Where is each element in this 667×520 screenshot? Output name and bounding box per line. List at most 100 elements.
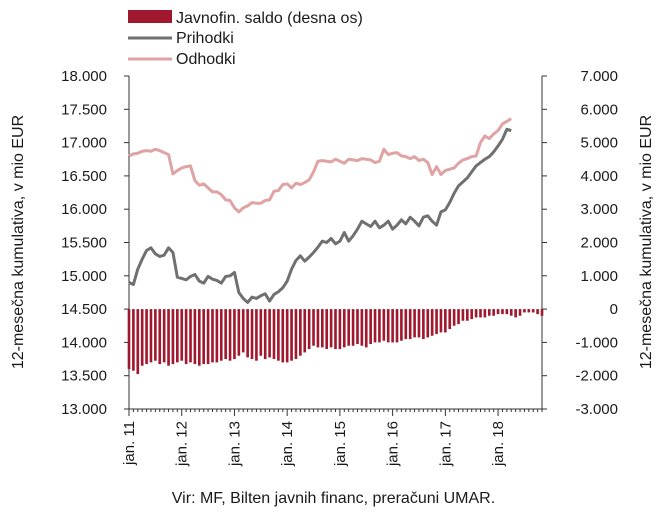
left-tick-label: 16.000 <box>61 201 107 218</box>
saldo-bar <box>527 309 531 313</box>
saldo-bar <box>193 309 197 365</box>
saldo-bar <box>536 309 539 315</box>
right-tick-label: 4.000 <box>580 168 618 185</box>
x-tick-label: jan. 15 <box>332 421 349 467</box>
saldo-bar <box>417 309 421 338</box>
saldo-bar <box>233 309 236 360</box>
saldo-bar <box>329 309 333 348</box>
left-tick-label: 18.000 <box>61 68 107 85</box>
saldo-bar <box>435 309 438 335</box>
right-axis: -3.000 -2.000 -1.000 0 1.000 2.000 3.000 4.000 5… <box>541 68 618 418</box>
saldo-bar <box>461 309 465 321</box>
legend-swatch-saldo <box>128 10 172 23</box>
saldo-bar <box>321 309 324 348</box>
saldo-bar <box>334 309 337 350</box>
line-series <box>128 117 513 304</box>
saldo-bar <box>237 309 241 356</box>
left-tick-label: 17.500 <box>61 101 107 118</box>
saldo-bar <box>294 309 298 360</box>
saldo-bar <box>523 309 526 313</box>
saldo-bar <box>501 309 504 315</box>
legend: Javnofin. saldo (desna os) Prihodki Odho… <box>128 10 363 68</box>
saldo-bar <box>167 309 170 366</box>
left-axis: 13.000 13.500 14.000 14.500 15.000 15.500 16.0… <box>61 68 130 418</box>
left-tick-label: 17.000 <box>61 135 107 152</box>
saldo-bar <box>378 309 381 343</box>
saldo-bar <box>356 309 359 345</box>
saldo-bar <box>180 309 184 361</box>
right-tick-label: 3.000 <box>580 201 618 218</box>
x-tick-label: jan. 13 <box>226 421 243 467</box>
saldo-bar <box>215 309 219 363</box>
saldo-bar <box>290 309 293 361</box>
saldo-bar <box>206 309 210 365</box>
saldo-bar <box>219 309 223 361</box>
x-tick-label: jan. 11 <box>121 421 138 466</box>
saldo-bar <box>422 309 425 340</box>
saldo-bar <box>369 309 372 345</box>
saldo-bar <box>277 309 280 361</box>
left-tick-label: 16.500 <box>61 168 107 185</box>
saldo-bar <box>250 309 254 360</box>
x-tick-label: jan. 14 <box>279 421 296 467</box>
left-tick-label: 13.500 <box>61 368 107 385</box>
source-note: Vir: MF, Bilten javnih financ, preračuni… <box>171 490 496 507</box>
saldo-bar <box>149 309 153 363</box>
saldo-bar <box>465 309 469 321</box>
saldo-bar <box>325 309 329 350</box>
legend-label-odhodki: Odhodki <box>176 51 236 68</box>
saldo-bar <box>338 309 342 350</box>
saldo-bar <box>386 309 390 343</box>
saldo-bar <box>487 309 491 316</box>
saldo-bar <box>176 309 179 363</box>
saldo-bar <box>430 309 434 336</box>
saldo-bar <box>136 309 140 375</box>
saldo-bar <box>373 309 377 343</box>
saldo-bar <box>400 309 403 341</box>
saldo-bar <box>312 309 315 346</box>
legend-label-saldo: Javnofin. saldo (desna os) <box>176 10 363 27</box>
saldo-bar <box>281 309 285 363</box>
saldo-bar <box>540 309 544 316</box>
saldo-bar <box>263 309 267 360</box>
left-tick-label: 14.500 <box>61 301 107 318</box>
left-tick-label: 15.000 <box>61 268 107 285</box>
saldo-bar <box>224 309 227 360</box>
left-axis-title: 12-mesečna kumulativa, v mio EUR <box>10 115 27 369</box>
right-tick-label: 0 <box>610 301 618 318</box>
saldo-bar <box>452 309 456 326</box>
saldo-bar <box>505 309 509 315</box>
saldo-bar <box>127 309 131 370</box>
right-axis-title: 12-mesečna kumulativa, v mio EUR <box>638 115 655 369</box>
saldo-bar <box>395 309 399 343</box>
saldo-bar <box>154 309 157 361</box>
line-prihodki <box>128 127 512 304</box>
saldo-bar <box>382 309 386 341</box>
saldo-bar <box>171 309 175 365</box>
saldo-bar <box>162 309 166 363</box>
right-tick-label: 2.000 <box>580 235 618 252</box>
right-tick-label: -1.000 <box>575 334 618 351</box>
saldo-bar <box>202 309 206 365</box>
saldo-bar <box>316 309 320 348</box>
left-tick-label: 14.000 <box>61 334 107 351</box>
right-tick-label: 1.000 <box>580 268 618 285</box>
saldo-bar <box>408 309 412 340</box>
saldo-bar <box>351 309 355 346</box>
saldo-bar <box>189 309 192 363</box>
x-tick-label: jan. 16 <box>385 421 402 467</box>
right-tick-label: 5.000 <box>580 135 618 152</box>
line-odhodki <box>128 117 513 214</box>
saldo-bar <box>246 309 249 358</box>
legend-label-prihodki: Prihodki <box>176 30 234 47</box>
saldo-bar <box>518 309 522 316</box>
saldo-bar <box>483 309 487 318</box>
x-tick-label: jan. 17 <box>437 421 454 467</box>
saldo-bar <box>347 309 350 346</box>
saldo-bar <box>342 309 346 348</box>
saldo-bar <box>211 309 214 363</box>
x-tick-label: jan. 18 <box>490 421 507 467</box>
saldo-bar <box>272 309 276 360</box>
saldo-bar <box>307 309 311 350</box>
